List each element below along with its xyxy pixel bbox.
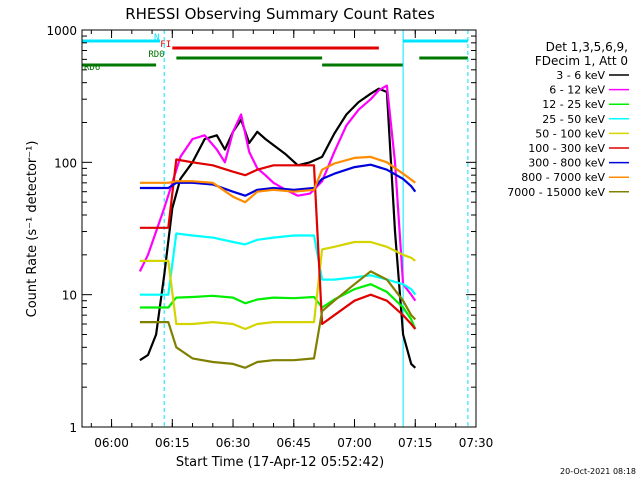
series-line-6 — [139, 163, 417, 197]
y-axis-label: Count Rate (s⁻¹ detector⁻¹) — [25, 141, 40, 318]
series-line-8 — [139, 270, 417, 369]
x-tick-label-3: 06:45 — [276, 436, 311, 450]
flag-label-fi: FI — [160, 40, 171, 50]
x-tick-label-0: 06:00 — [94, 436, 129, 450]
marker-lines — [163, 30, 469, 427]
flag-label-n: N — [154, 33, 159, 43]
flag-label-rd6: RD6 — [84, 63, 100, 73]
legend-label-3: 25 - 50 keV — [542, 113, 605, 126]
x-axis-label: Start Time (17-Apr-12 05:52:42) — [176, 455, 384, 470]
x-tick-label-5: 07:15 — [398, 436, 433, 450]
series-line-0 — [139, 87, 417, 369]
data-series — [138, 84, 417, 369]
series-line-2 — [139, 283, 417, 330]
legend-label-7: 800 - 7000 keV — [521, 171, 605, 184]
series-line-4 — [139, 240, 416, 331]
x-tick-label-2: 06:30 — [216, 436, 251, 450]
chart-title: RHESSI Observing Summary Count Rates — [125, 5, 435, 23]
flag-label-rd0: RD0 — [148, 50, 164, 60]
x-tick-label-4: 07:00 — [337, 436, 372, 450]
legend-label-0: 3 - 6 keV — [556, 69, 605, 82]
y-tick-label-0: 1 — [69, 421, 77, 435]
x-tick-label-6: 07:30 — [459, 436, 494, 450]
footer-date: 20-Oct-2021 08:18 — [560, 467, 636, 476]
legend-label-1: 6 - 12 keV — [549, 84, 605, 97]
y-tick-label-2: 100 — [54, 156, 77, 170]
legend-label-2: 12 - 25 keV — [542, 98, 605, 111]
y-tick-label-1: 10 — [62, 289, 77, 303]
legend-label-8: 7000 - 15000 keV — [507, 186, 605, 199]
legend-label-6: 300 - 800 keV — [528, 157, 605, 170]
x-axis: 06:00 06:15 06:30 06:45 07:00 07:15 07:30 — [90, 30, 494, 450]
series-line-1 — [138, 84, 417, 302]
legend: Det 1,3,5,6,9, FDecim 1, Att 0 3 - 6 keV… — [507, 40, 629, 199]
series-line-7 — [139, 155, 416, 204]
x-tick-label-1: 06:15 — [155, 436, 190, 450]
legend-header-line1: Det 1,3,5,6,9, — [546, 40, 628, 54]
series-line-5 — [139, 158, 417, 330]
y-axis: 1 10 100 1000 — [46, 24, 476, 435]
y-tick-label-3: 1000 — [46, 24, 77, 38]
legend-header-line2: FDecim 1, Att 0 — [535, 54, 628, 68]
legend-label-5: 100 - 300 keV — [528, 142, 605, 155]
legend-label-4: 50 - 100 keV — [535, 127, 605, 140]
plot-frame — [81, 29, 477, 428]
